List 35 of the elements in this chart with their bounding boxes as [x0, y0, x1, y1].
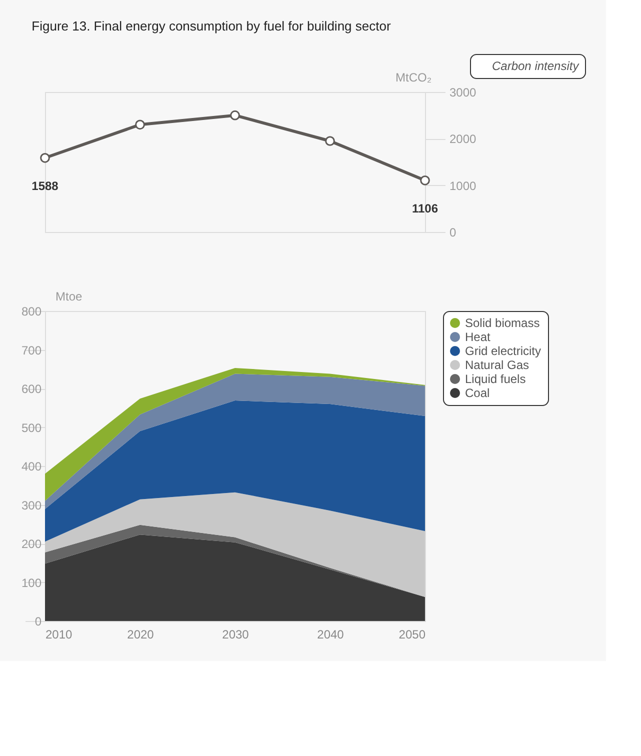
data-label: 1588 [32, 178, 59, 193]
legend-label: Solid biomass [465, 316, 540, 330]
x-tick-label: 2010 [46, 628, 73, 642]
y-tick-label: 0 [34, 614, 42, 628]
legend-label: Coal [465, 386, 490, 400]
y-tick-label: 200 [21, 537, 42, 551]
data-label: 1106 [412, 201, 438, 216]
x-tick-label: 2040 [317, 628, 344, 642]
y-tick-label: 100 [21, 576, 42, 590]
y-axis-title: MtCO₂ [396, 70, 432, 84]
legend-label: Heat [465, 330, 492, 344]
y-tick-label: 700 [21, 343, 42, 358]
x-tick-label: 2050 [398, 628, 426, 642]
legend-label: Liquid fuels [465, 372, 526, 386]
y-tick-label: 2000 [450, 132, 477, 146]
point [420, 175, 430, 186]
y-tick-label: 800 [21, 304, 42, 318]
y-axis-title: Mtoe [56, 290, 83, 304]
y-tick-label: 0 [450, 226, 456, 240]
legend-label: Natural Gas [465, 358, 530, 372]
x-tick-label: 2020 [127, 628, 154, 642]
point [135, 120, 145, 130]
chart-title: Figure 13. Final energy consumption by fuel for building sector [32, 18, 392, 34]
legend-label: Grid electricity [465, 344, 542, 358]
text: Carbon intensity [492, 59, 580, 73]
y-tick-label: 300 [21, 498, 42, 512]
point [230, 110, 240, 120]
y-tick-label: 500 [21, 420, 42, 435]
y-tick-label: 600 [21, 382, 42, 396]
point [40, 152, 50, 163]
y-tick-label: 3000 [450, 86, 477, 100]
y-tick-label: 1000 [450, 178, 477, 193]
y-tick-label: 400 [21, 460, 42, 474]
point [325, 136, 335, 146]
x-tick-label: 2030 [222, 628, 250, 642]
